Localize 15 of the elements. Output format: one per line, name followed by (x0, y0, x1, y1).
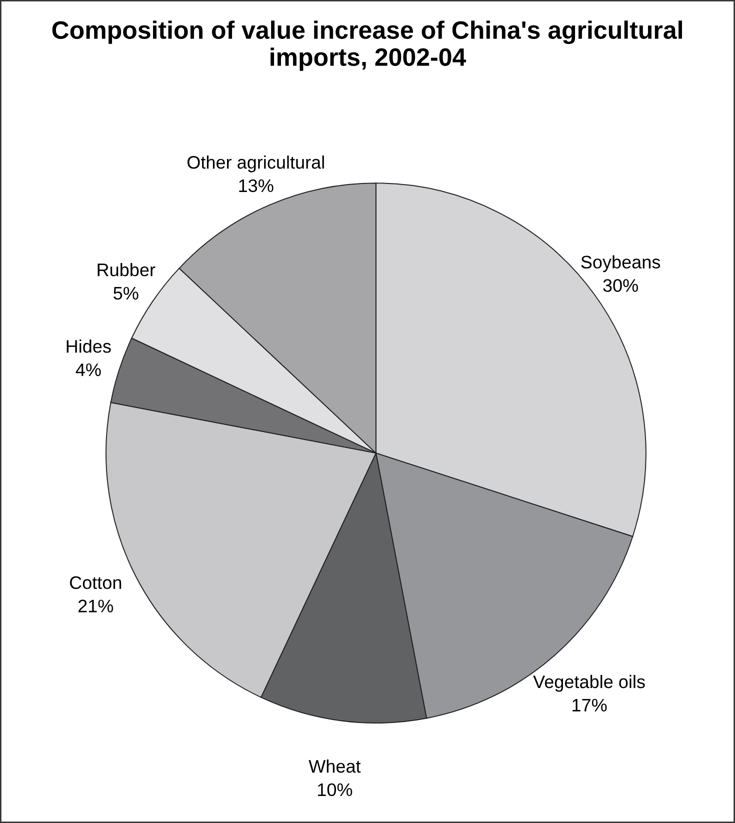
slice-label: Soybeans (581, 255, 660, 272)
slice-label: Other agricultural (187, 155, 324, 172)
slice-label: Rubber (98, 263, 156, 276)
data-label: 5% (114, 286, 138, 300)
slice-label: Vegetable oils (533, 674, 645, 692)
data-label: 4% (76, 363, 101, 376)
data-label: 10% (318, 783, 352, 796)
data-label: 13% (239, 179, 274, 192)
slice-label: Cotton (70, 576, 122, 590)
data-label: 30% (603, 279, 638, 292)
slice-label: Hides (66, 340, 111, 353)
chart-title: Composition of value increase of China's agricultural imports, 2002-04 (52, 20, 682, 71)
data-label: 21% (78, 600, 114, 612)
data-label: 17% (572, 698, 607, 712)
slice-label: Wheat (308, 759, 361, 773)
